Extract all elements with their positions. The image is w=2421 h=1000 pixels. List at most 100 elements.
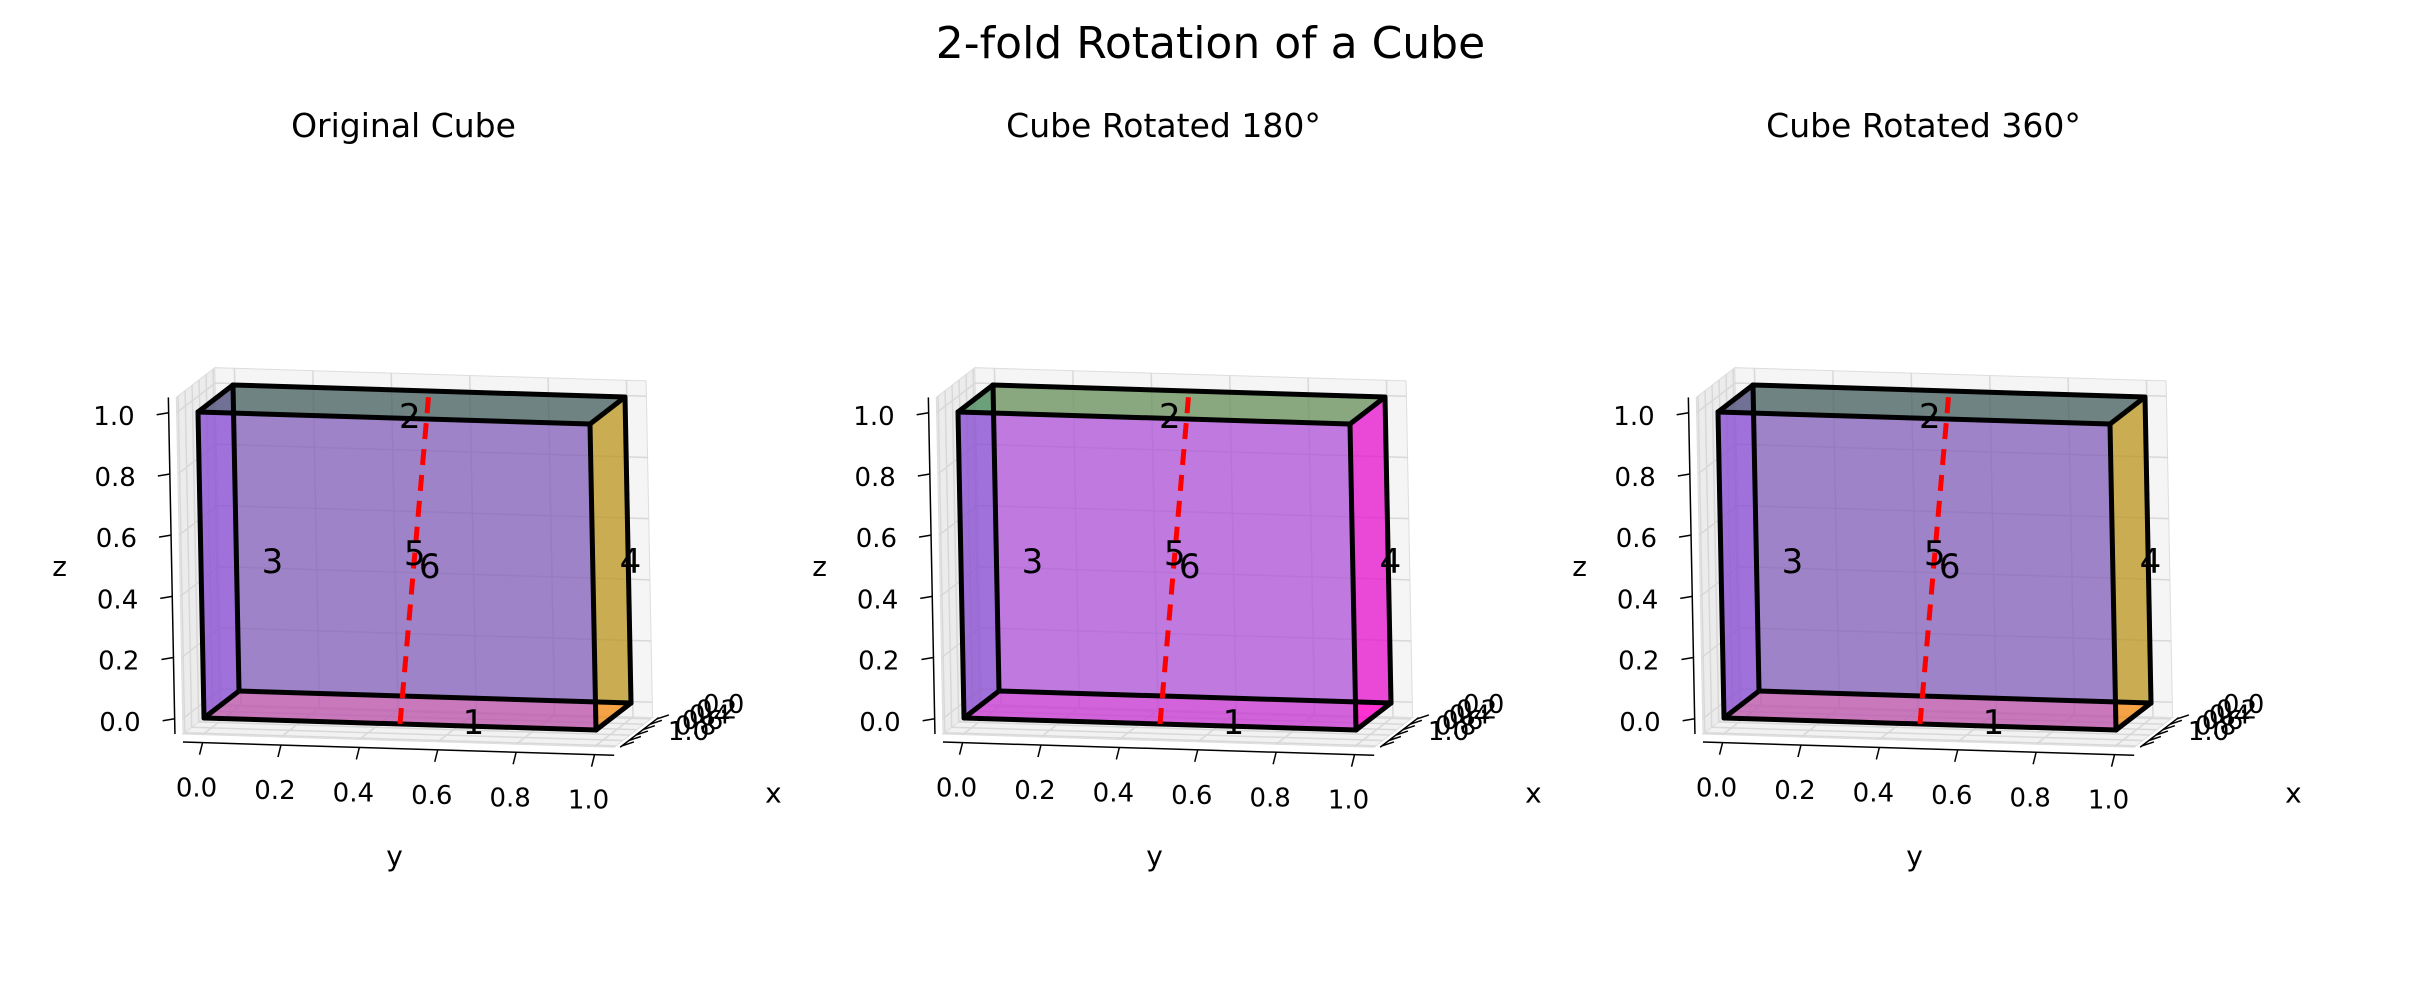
face-label-5: 5 — [404, 534, 426, 574]
x-tick-label: 0.4 — [1449, 701, 1490, 731]
y-tick-label: 1.0 — [568, 786, 609, 816]
grid-line — [1704, 390, 1713, 728]
y-tick-mark — [512, 752, 517, 765]
grid-line — [2114, 716, 2154, 748]
x-tick-label: 0.2 — [2216, 695, 2257, 725]
cube-face-5 — [958, 412, 1356, 730]
cube-edge — [236, 688, 634, 706]
face-label-5: 5 — [1164, 534, 1186, 574]
x-tick-mark — [2155, 730, 2169, 736]
cube-face-4 — [590, 397, 631, 730]
x-tick-label: 0.0 — [2223, 690, 2264, 720]
face-label-1: 1 — [1983, 703, 2005, 743]
z-tick-mark — [161, 656, 174, 661]
rotation-axis-line — [1917, 390, 1952, 725]
z-tick-mark — [920, 595, 933, 600]
x-tick-mark — [1416, 714, 1430, 720]
grid-line — [936, 382, 976, 414]
x-tick-label: 0.8 — [675, 712, 716, 742]
grid-line — [958, 721, 1390, 736]
rotation-axis-line — [397, 390, 432, 725]
face-label-6: 6 — [1179, 547, 1201, 587]
cube-edge — [195, 382, 236, 415]
face-label-1: 1 — [463, 703, 485, 743]
x-tick-mark — [635, 730, 649, 736]
cube-edge — [1715, 382, 1756, 415]
z-tick-mark — [1677, 473, 1690, 477]
x-tick-mark — [1395, 730, 1409, 736]
z-tick-mark — [917, 473, 930, 477]
z-axis-label: z — [1572, 550, 1587, 583]
face-label-2: 2 — [399, 397, 421, 437]
grid-line — [1696, 382, 1736, 414]
y-tick-mark — [198, 742, 204, 755]
cube-edge — [1750, 382, 2148, 400]
cube-edge — [1715, 409, 2113, 427]
cube-face-5 — [1718, 412, 2116, 730]
panel-original-cube: Original Cube 1 2 3 4 5 6 0.0 0.2 0.4 0.6 0.8 1.0 0.… — [0, 0, 807, 1000]
x-tick-label: 0.8 — [2195, 712, 2236, 742]
z-tick-mark — [1681, 656, 1694, 661]
z-axis-line — [927, 397, 936, 735]
z-axis-line — [1687, 397, 1696, 735]
z-tick-label: 1.0 — [93, 402, 134, 432]
y-tick-mark — [958, 742, 964, 755]
face-label-1: 1 — [1223, 703, 1245, 743]
cube-edge — [1715, 409, 1727, 721]
z-tick-label: 0.2 — [858, 647, 899, 677]
x-tick-mark — [1388, 735, 1402, 742]
z-tick-label: 1.0 — [1613, 402, 1654, 432]
cube-edge — [2113, 700, 2154, 733]
face-label-4: 4 — [1380, 542, 1402, 582]
x-tick-mark — [1381, 741, 1395, 747]
x-tick-label: 0.6 — [1442, 706, 1483, 736]
z-tick-mark — [921, 656, 934, 661]
cube-edge — [622, 394, 634, 706]
z-tick-mark — [157, 473, 170, 477]
cube-edge — [996, 688, 1394, 706]
cube-face-4 — [2110, 397, 2151, 730]
y-tick-label: 0.4 — [1853, 778, 1894, 808]
y-tick-label: 0.8 — [1249, 783, 1290, 813]
cube-edge — [955, 409, 967, 721]
cube-edge — [230, 382, 242, 694]
cube-edge — [2142, 394, 2154, 706]
y-tick-mark — [1037, 744, 1042, 758]
z-axis-label: z — [812, 550, 827, 583]
y-axis-line — [182, 741, 615, 756]
z-tick-label: 0.2 — [98, 647, 139, 677]
z-tick-mark — [158, 534, 172, 538]
x-axis-label: x — [2285, 776, 2302, 809]
z-tick-mark — [160, 595, 173, 600]
z-tick-mark — [916, 412, 929, 416]
y-tick-label: 0.0 — [176, 774, 217, 804]
cube-edge — [990, 382, 1388, 400]
x-axis-line — [619, 716, 660, 748]
y-tick-mark — [1875, 747, 1881, 760]
cube-edge — [201, 688, 242, 721]
grid-line — [1354, 716, 1394, 748]
z-axis-label: z — [52, 550, 67, 583]
z-tick-label: 0.0 — [1619, 708, 1660, 738]
z-tick-mark — [1682, 718, 1695, 722]
z-tick-label: 0.6 — [96, 524, 137, 554]
cube-edge — [195, 409, 207, 721]
z-tick-label: 0.0 — [859, 708, 900, 738]
grid-line — [184, 731, 616, 747]
cube-edge — [955, 382, 996, 415]
y-tick-mark — [2032, 752, 2037, 765]
cube-edge — [990, 382, 1002, 694]
y-tick-label: 0.2 — [1774, 776, 1815, 806]
x-tick-mark — [621, 741, 635, 747]
y-tick-label: 0.6 — [411, 781, 452, 811]
grid-line — [951, 726, 1383, 742]
x-tick-label: 0.6 — [682, 706, 723, 736]
y-tick-label: 0.0 — [936, 774, 977, 804]
y-tick-label: 0.0 — [1696, 774, 1737, 804]
x-axis-line — [2139, 716, 2180, 748]
z-tick-label: 0.8 — [1614, 463, 1655, 493]
z-tick-label: 0.4 — [1617, 585, 1658, 615]
grid-line — [1704, 731, 2136, 747]
